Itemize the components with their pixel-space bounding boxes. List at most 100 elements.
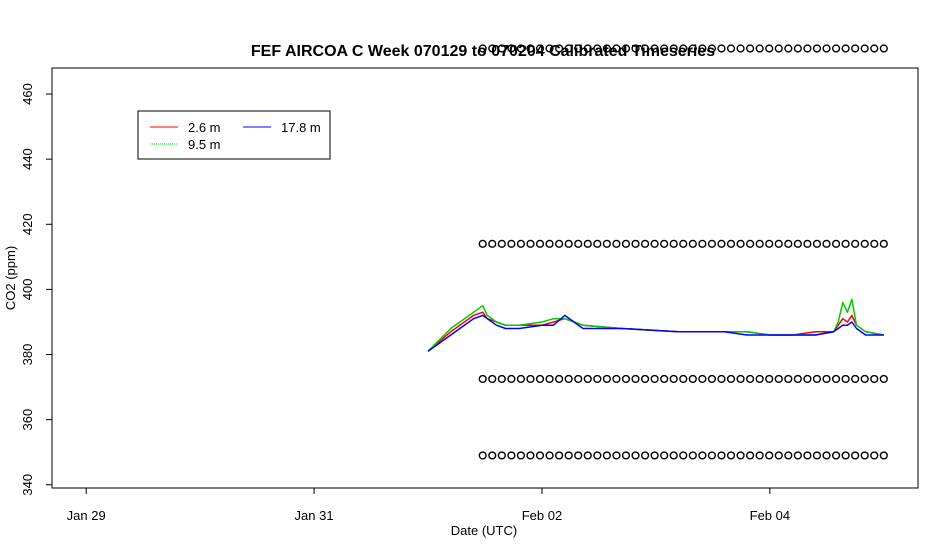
reference-point	[583, 239, 592, 248]
reference-point	[793, 451, 802, 460]
reference-point	[726, 239, 736, 248]
reference-point	[879, 239, 888, 248]
reference-point	[736, 374, 745, 384]
reference-point	[574, 239, 583, 248]
reference-point	[841, 239, 850, 248]
reference-point	[621, 239, 631, 248]
reference-point	[755, 451, 764, 460]
reference-point	[851, 374, 860, 384]
reference-point	[860, 374, 869, 384]
reference-point	[860, 239, 869, 248]
reference-point	[707, 374, 717, 384]
plot-frame	[51, 67, 919, 489]
reference-point	[574, 374, 583, 384]
x-tick-label: Jan 29	[67, 508, 106, 523]
reference-point	[497, 451, 506, 460]
y-tick-label: 380	[20, 344, 35, 366]
reference-point	[726, 44, 736, 53]
reference-point	[774, 44, 783, 53]
reference-point	[831, 44, 841, 53]
reference-point	[545, 239, 554, 248]
reference-point	[507, 374, 516, 384]
reference-point	[679, 374, 688, 384]
reference-point	[841, 451, 850, 460]
reference-point	[870, 44, 879, 53]
legend-box	[137, 110, 331, 160]
reference-point	[526, 239, 535, 248]
reference-point	[746, 374, 755, 384]
reference-point	[497, 239, 506, 248]
reference-point	[774, 239, 783, 248]
reference-point	[669, 44, 678, 53]
reference-point	[822, 451, 831, 460]
reference-point	[765, 239, 774, 248]
legend-label-2-6m: 2.6 m	[188, 120, 221, 135]
reference-points	[478, 44, 888, 460]
reference-point	[583, 374, 592, 384]
reference-point	[535, 451, 545, 460]
reference-point	[650, 451, 659, 460]
x-axis-label: Date (UTC)	[451, 523, 517, 538]
reference-point	[535, 44, 545, 53]
reference-point	[755, 374, 764, 384]
x-axis: Jan 29 Jan 31 Feb 02 Feb 04	[67, 488, 790, 523]
reference-point	[526, 374, 535, 384]
reference-point	[784, 44, 793, 53]
y-tick-label: 340	[20, 474, 35, 496]
reference-point	[707, 451, 717, 460]
series-line	[427, 314, 884, 352]
reference-point	[640, 239, 650, 248]
reference-point	[516, 374, 526, 384]
reference-point	[488, 44, 497, 53]
reference-point	[555, 451, 564, 460]
reference-point	[564, 239, 573, 248]
reference-point	[803, 374, 812, 384]
reference-point	[516, 239, 526, 248]
reference-point	[545, 451, 554, 460]
reference-point	[631, 239, 640, 248]
reference-point	[555, 44, 564, 53]
y-axis: 340 360 380 400 420 440 460	[20, 83, 52, 496]
reference-point	[640, 44, 650, 53]
reference-point	[717, 374, 726, 384]
reference-point	[526, 451, 535, 460]
x-tick-label: Feb 04	[750, 508, 790, 523]
reference-point	[841, 44, 850, 53]
reference-point	[621, 374, 631, 384]
reference-point	[488, 239, 497, 248]
y-axis-label: CO2 (ppm)	[3, 246, 18, 310]
reference-point	[870, 451, 879, 460]
reference-point	[698, 239, 707, 248]
reference-point	[879, 451, 888, 460]
reference-point	[564, 374, 573, 384]
series-line	[427, 311, 884, 352]
reference-point	[612, 239, 621, 248]
reference-point	[774, 374, 783, 384]
reference-point	[650, 44, 659, 53]
reference-point	[621, 44, 631, 53]
reference-point	[774, 451, 783, 460]
reference-point	[812, 451, 822, 460]
reference-point	[755, 44, 764, 53]
reference-point	[736, 239, 745, 248]
reference-point	[507, 451, 516, 460]
reference-point	[812, 374, 822, 384]
reference-point	[602, 451, 611, 460]
reference-point	[717, 239, 726, 248]
reference-point	[583, 44, 592, 53]
reference-point	[831, 239, 841, 248]
reference-point	[555, 374, 564, 384]
reference-point	[765, 374, 774, 384]
reference-point	[784, 451, 793, 460]
reference-point	[545, 44, 554, 53]
reference-point	[631, 451, 640, 460]
reference-point	[516, 451, 526, 460]
reference-point	[612, 451, 621, 460]
reference-point	[516, 44, 526, 53]
reference-point	[679, 239, 688, 248]
reference-point	[726, 451, 736, 460]
y-tick-label: 440	[20, 148, 35, 170]
reference-point	[698, 44, 707, 53]
reference-point	[478, 374, 487, 384]
